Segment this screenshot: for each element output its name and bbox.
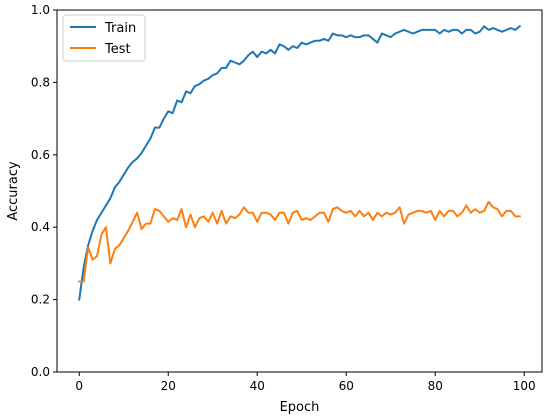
y-tick-label: 0.6 [31, 148, 50, 162]
y-axis-ticks: 0.0 0.2 0.4 0.6 0.8 1.0 [31, 3, 57, 379]
series-line-test [78, 200, 521, 283]
y-tick-label: 0.0 [31, 365, 50, 379]
series-line-train [78, 24, 522, 301]
plot-frame [56, 9, 543, 373]
x-axis-ticks: 0 20 40 60 80 100 [75, 372, 536, 393]
y-tick-label: 0.2 [31, 293, 50, 307]
y-tick-label: 0.4 [31, 220, 50, 234]
legend-label-train: Train [104, 21, 136, 36]
x-tick-label: 80 [428, 379, 443, 393]
y-axis-label: Accuracy [6, 161, 21, 221]
x-tick-label: 20 [161, 379, 176, 393]
x-tick-label: 60 [339, 379, 354, 393]
y-tick-label: 1.0 [31, 3, 50, 17]
x-tick-label: 100 [513, 379, 536, 393]
legend-label-test: Test [104, 42, 131, 57]
x-tick-label: 40 [250, 379, 265, 393]
legend: Train Test [62, 14, 146, 62]
x-axis-label: Epoch [280, 400, 320, 415]
series-layer [78, 24, 522, 301]
y-tick-label: 0.8 [31, 75, 50, 89]
x-tick-label: 0 [75, 379, 83, 393]
